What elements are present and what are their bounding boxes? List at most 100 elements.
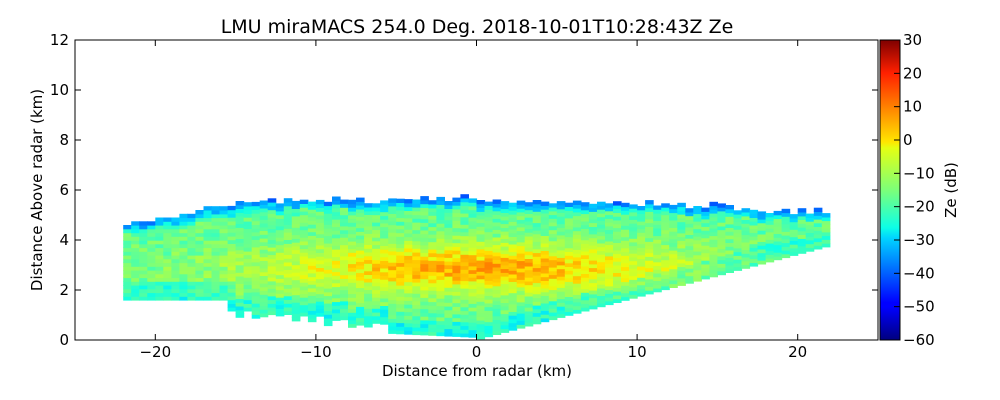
echo-cell [492, 210, 502, 215]
echo-cell [323, 284, 333, 289]
echo-cell [524, 239, 534, 244]
echo-cell [468, 299, 478, 304]
echo-cell [741, 249, 751, 254]
echo-cell [605, 278, 614, 283]
echo-cell [492, 255, 502, 260]
echo-cell [556, 257, 566, 262]
echo-cell [548, 259, 558, 264]
echo-cell [187, 255, 196, 260]
echo-cell [661, 267, 670, 272]
echo-cell [597, 231, 606, 237]
echo-cell [605, 267, 614, 272]
echo-cell [340, 252, 349, 257]
echo-cell [251, 265, 261, 270]
echo-cell [364, 233, 373, 238]
echo-cell [155, 247, 164, 252]
echo-cell [805, 213, 815, 218]
echo-cell [484, 254, 494, 259]
echo-cell [556, 219, 566, 225]
echo-cell [629, 241, 638, 247]
echo-cell [412, 278, 421, 283]
echo-cell [460, 231, 469, 237]
echo-cell [500, 294, 510, 300]
echo-cell [637, 288, 646, 293]
echo-cell [243, 292, 253, 297]
echo-cell [372, 308, 381, 313]
echo-cell [340, 199, 349, 204]
echo-cell [709, 235, 718, 240]
echo-cell [733, 232, 743, 238]
echo-cell [412, 297, 421, 302]
echo-cell [580, 251, 590, 256]
echo-cell [171, 273, 180, 279]
echo-cell [299, 214, 309, 219]
echo-cell [356, 321, 365, 326]
echo-cell [508, 296, 518, 301]
echo-cell [315, 301, 325, 306]
echo-cell [259, 309, 269, 314]
echo-cell [757, 226, 767, 231]
colorbar-tick-label: 0 [903, 131, 913, 149]
echo-cell [444, 216, 453, 221]
echo-cell [484, 329, 494, 334]
echo-cell [323, 216, 333, 222]
echo-cell [428, 290, 437, 295]
echo-cell [211, 270, 221, 275]
echo-cell [444, 223, 453, 228]
echo-cell [460, 288, 469, 293]
echo-cell [123, 281, 132, 286]
y-tick-label: 12 [50, 31, 69, 49]
echo-cell [283, 254, 293, 259]
echo-cell [315, 282, 325, 287]
echo-cell [315, 211, 325, 216]
echo-cell [163, 296, 172, 301]
echo-cell [460, 246, 469, 252]
echo-cell [540, 254, 550, 259]
echo-cell [637, 221, 646, 226]
echo-cell [605, 218, 614, 223]
echo-cell [460, 201, 469, 207]
echo-cell [275, 237, 285, 242]
echo-cell [131, 277, 140, 282]
echo-cell [717, 203, 726, 208]
echo-cell [219, 270, 229, 275]
echo-cell [580, 254, 590, 259]
echo-cell [283, 265, 293, 270]
echo-cell [307, 220, 317, 225]
echo-cell [629, 286, 638, 292]
echo-cell [163, 270, 172, 275]
echo-cell [597, 212, 606, 218]
echo-cell [516, 215, 526, 220]
echo-cell [203, 281, 213, 286]
echo-cell [436, 271, 445, 277]
echo-cell [588, 305, 598, 310]
echo-cell [251, 310, 261, 315]
echo-cell [653, 250, 662, 255]
echo-cell [661, 237, 670, 242]
echo-cell [629, 230, 638, 235]
echo-cell [364, 218, 373, 223]
echo-cell [677, 240, 686, 245]
echo-cell [420, 229, 429, 235]
echo-cell [452, 257, 461, 262]
echo-cell [661, 248, 670, 253]
echo-cell [444, 283, 453, 288]
echo-cell [275, 240, 285, 246]
echo-cell [235, 268, 245, 273]
echo-cell [340, 259, 349, 264]
echo-cell [219, 232, 229, 237]
echo-cell [532, 316, 542, 321]
echo-cell [813, 219, 823, 224]
echo-cell [171, 285, 180, 290]
echo-cell [444, 298, 453, 303]
echo-cell [468, 247, 478, 252]
echo-cell [444, 294, 453, 300]
echo-cell [332, 267, 341, 273]
echo-cell [773, 233, 783, 238]
echo-cell [396, 202, 405, 207]
echo-cell [452, 317, 461, 322]
echo-cell [613, 257, 622, 262]
echo-cell [267, 299, 277, 304]
echo-cell [540, 306, 550, 311]
echo-cell [291, 249, 301, 254]
